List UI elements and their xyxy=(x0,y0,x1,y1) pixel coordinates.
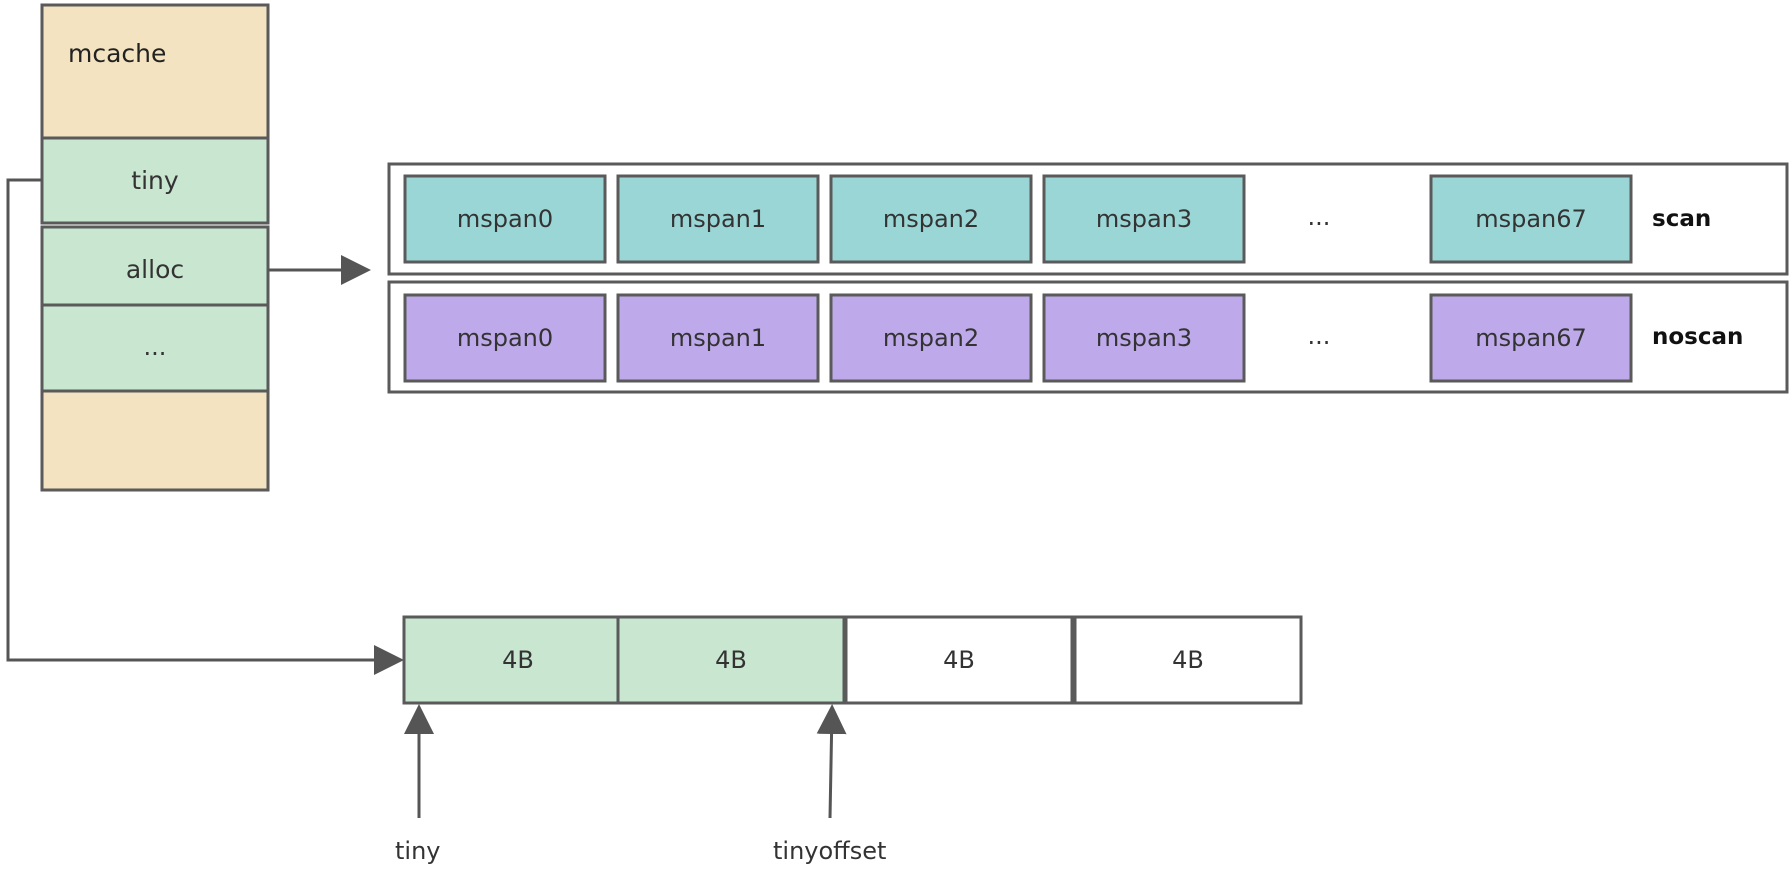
mcache-field-alloc xyxy=(40,225,270,307)
tiny-cell-0 xyxy=(402,615,620,705)
tiny-cell-3 xyxy=(1073,615,1303,705)
mcache-title: mcache xyxy=(68,39,166,68)
mcache-field-tiny-label: tiny xyxy=(131,166,179,195)
scan-span-0-label: mspan0 xyxy=(457,205,553,233)
mcache-field-more-label: ... xyxy=(144,333,167,361)
noscan-span-3-label: mspan3 xyxy=(1096,324,1192,352)
scan-span-0 xyxy=(403,174,607,264)
tiny-block: 4B 4B 4B 4B xyxy=(402,615,1303,705)
scan-span-3-label: mspan3 xyxy=(1096,205,1192,233)
scan-span-2-label: mspan2 xyxy=(883,205,979,233)
tiny-cell-0-label: 4B xyxy=(502,646,534,674)
noscan-span-2 xyxy=(829,293,1033,383)
tiny-cell-2 xyxy=(844,615,1074,705)
noscan-span-1 xyxy=(616,293,820,383)
noscan-span-67 xyxy=(1429,293,1633,383)
scan-span-3 xyxy=(1042,174,1246,264)
scan-row-label: scan xyxy=(1652,206,1711,232)
noscan-span-row: mspan0 mspan1 mspan2 mspan3 ... mspan67 … xyxy=(387,280,1789,394)
tiny-arrow xyxy=(6,178,404,675)
noscan-span-67-label: mspan67 xyxy=(1475,324,1587,352)
noscan-span-1-label: mspan1 xyxy=(670,324,766,352)
tinyoffset-pointer-arrow xyxy=(816,704,847,819)
tiny-pointer-label: tiny xyxy=(395,837,441,865)
noscan-row-label: noscan xyxy=(1652,324,1743,350)
noscan-span-0 xyxy=(403,293,607,383)
tiny-cell-2-label: 4B xyxy=(943,646,975,674)
scan-span-row: mspan0 mspan1 mspan2 mspan3 ... mspan67 … xyxy=(387,162,1789,276)
scan-span-67-label: mspan67 xyxy=(1475,205,1587,233)
tiny-cell-3-label: 4B xyxy=(1172,646,1204,674)
scan-span-1-label: mspan1 xyxy=(670,205,766,233)
noscan-span-0-label: mspan0 xyxy=(457,324,553,352)
scan-span-67 xyxy=(1429,174,1633,264)
noscan-span-2-label: mspan2 xyxy=(883,324,979,352)
mcache-header-box xyxy=(40,3,270,140)
mcache-struct: mcache tiny alloc ... xyxy=(40,3,270,492)
noscan-span-3 xyxy=(1042,293,1246,383)
tiny-cell-1 xyxy=(616,615,846,705)
noscan-ellipsis: ... xyxy=(1308,322,1331,350)
scan-span-2 xyxy=(829,174,1033,264)
mcache-footer-box xyxy=(40,389,270,492)
tinyoffset-pointer-label: tinyoffset xyxy=(773,837,886,865)
scan-span-1 xyxy=(616,174,820,264)
tiny-cell-1-label: 4B xyxy=(715,646,747,674)
scan-ellipsis: ... xyxy=(1308,203,1331,231)
mcache-field-alloc-label: alloc xyxy=(126,255,184,284)
